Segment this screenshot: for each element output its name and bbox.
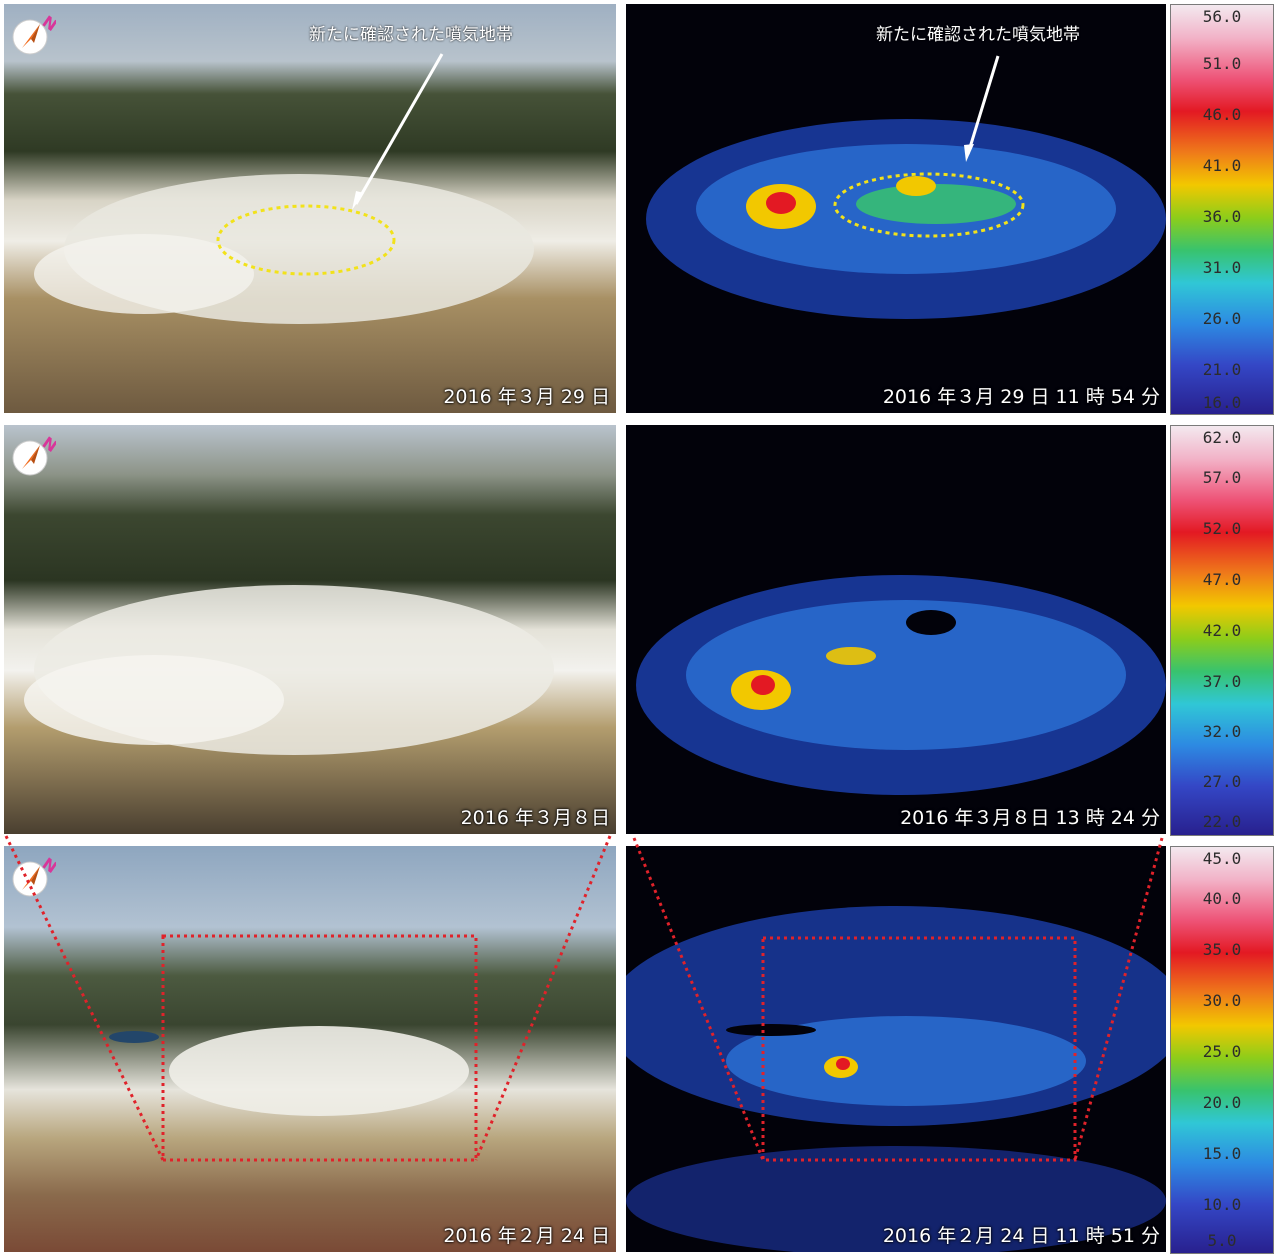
temperature-scale: 62.0 57.0 52.0 47.0 42.0 37.0 32.0 27.0 … [1170,425,1274,836]
compass-icon: N [10,852,61,898]
scale-tick: 45.0 [1202,849,1242,868]
scale-tick: 52.0 [1202,519,1242,538]
scale-tick: 36.0 [1202,207,1242,226]
photo-panel-2: N 2016 年３月８日 [4,425,616,834]
scale-tick: 46.0 [1202,105,1242,124]
photo-panel-1: N 新たに確認された噴気地帯 2016 年３月 29 日 [4,4,616,413]
scale-tick: 20.0 [1202,1093,1242,1112]
scale-tick: 31.0 [1202,258,1242,277]
scale-tick: 15.0 [1202,1144,1242,1163]
scale-tick: 47.0 [1202,570,1242,589]
scale-tick: 21.0 [1202,360,1242,379]
thermal-panel-2: 2016 年３月８日 13 時 24 分 [626,425,1166,834]
temperature-scale: 45.0 40.0 35.0 30.0 25.0 20.0 15.0 10.0 … [1170,846,1274,1254]
annotation-label: 新たに確認された噴気地帯 [876,25,1080,45]
scale-tick: 32.0 [1202,722,1242,741]
thermal-time-caption: 2016 年３月８日 13 時 24 分 [900,807,1160,829]
scale-tick: 57.0 [1202,468,1242,487]
scale-tick: 41.0 [1202,156,1242,175]
scale-tick: 51.0 [1202,54,1242,73]
thermal-panel-1: 新たに確認された噴気地帯 2016 年３月 29 日 11 時 54 分 [626,4,1166,413]
compass-icon: N [10,431,61,477]
annotation-label: 新たに確認された噴気地帯 [309,25,513,45]
scale-tick: 5.0 [1207,1231,1237,1250]
scale-tick: 42.0 [1202,621,1242,640]
photo-date-caption: 2016 年３月８日 [460,807,610,829]
thermal-time-caption: 2016 年３月 29 日 11 時 54 分 [882,386,1160,408]
thermal-panel-3: 2016 年２月 24 日 11 時 51 分 [626,846,1166,1252]
scale-tick: 56.0 [1202,7,1242,26]
scale-tick: 62.0 [1202,428,1242,447]
annotation-overlay [833,55,1025,238]
photo-panel-3: N 2016 年２月 24 日 [4,846,616,1252]
scale-tick: 27.0 [1202,772,1242,791]
compass-icon: N [10,10,61,56]
scale-tick: 25.0 [1202,1042,1242,1061]
scale-tick: 37.0 [1202,672,1242,691]
scale-tick: 26.0 [1202,309,1242,328]
scale-tick: 16.0 [1202,393,1242,412]
scale-tick: 30.0 [1202,991,1242,1010]
photo-date-caption: 2016 年３月 29 日 [443,386,610,408]
scale-tick: 22.0 [1202,812,1242,831]
scale-tick: 40.0 [1202,889,1242,908]
scale-tick: 10.0 [1202,1195,1242,1214]
thermal-time-caption: 2016 年２月 24 日 11 時 51 分 [882,1225,1160,1247]
photo-date-caption: 2016 年２月 24 日 [443,1225,610,1247]
annotation-overlay [216,53,444,276]
scale-tick: 35.0 [1202,940,1242,959]
temperature-scale: 56.0 51.0 46.0 41.0 36.0 31.0 26.0 21.0 … [1170,4,1274,415]
